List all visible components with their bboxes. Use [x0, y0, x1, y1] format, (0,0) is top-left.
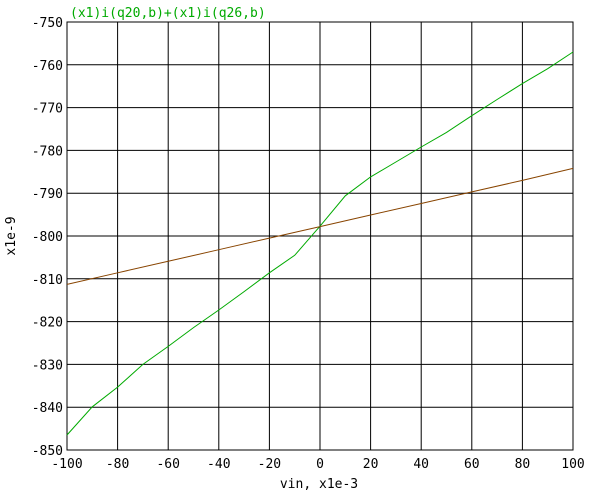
y-tick-label: -810 [32, 273, 63, 288]
x-tick-label: -80 [106, 457, 129, 472]
y-tick-label: -820 [32, 316, 63, 331]
x-tick-labels: -100 -80 -60 -40 -20 0 20 40 60 80 100 [51, 457, 584, 472]
y-tick-label: -840 [32, 401, 63, 416]
x-tick-label: 20 [363, 457, 379, 472]
x-tick-label: 80 [515, 457, 531, 472]
y-tick-label: -800 [32, 230, 63, 245]
x-tick-label: -100 [51, 457, 82, 472]
x-tick-label: -40 [207, 457, 230, 472]
series-line-2 [66, 167, 574, 285]
x-tick-label: 40 [413, 457, 429, 472]
series-group [66, 51, 574, 436]
legend-entry: (x1)i(q20,b)+(x1)i(q26,b) [70, 6, 266, 21]
y-tick-labels: -750 -760 -770 -780 -790 -800 -810 -820 -830 -840… [32, 16, 63, 459]
y-tick-label: -780 [32, 144, 63, 159]
y-tick-label: -850 [32, 444, 63, 459]
x-tick-label: 0 [316, 457, 324, 472]
x-tick-label: 60 [464, 457, 480, 472]
y-tick-label: -760 [32, 59, 63, 74]
y-axis-title: x1e-9 [4, 216, 19, 255]
x-tick-label: -60 [156, 457, 179, 472]
x-tick-label: -20 [258, 457, 281, 472]
plot-frame [66, 21, 574, 451]
y-tick-label: -770 [32, 102, 63, 117]
y-tick-label: -790 [32, 187, 63, 202]
y-tick-label: -750 [32, 16, 63, 31]
y-tick-label: -830 [32, 358, 63, 373]
x-axis-title: vin, x1e-3 [280, 477, 358, 492]
x-tick-label: 100 [561, 457, 584, 472]
grid [66, 21, 574, 451]
